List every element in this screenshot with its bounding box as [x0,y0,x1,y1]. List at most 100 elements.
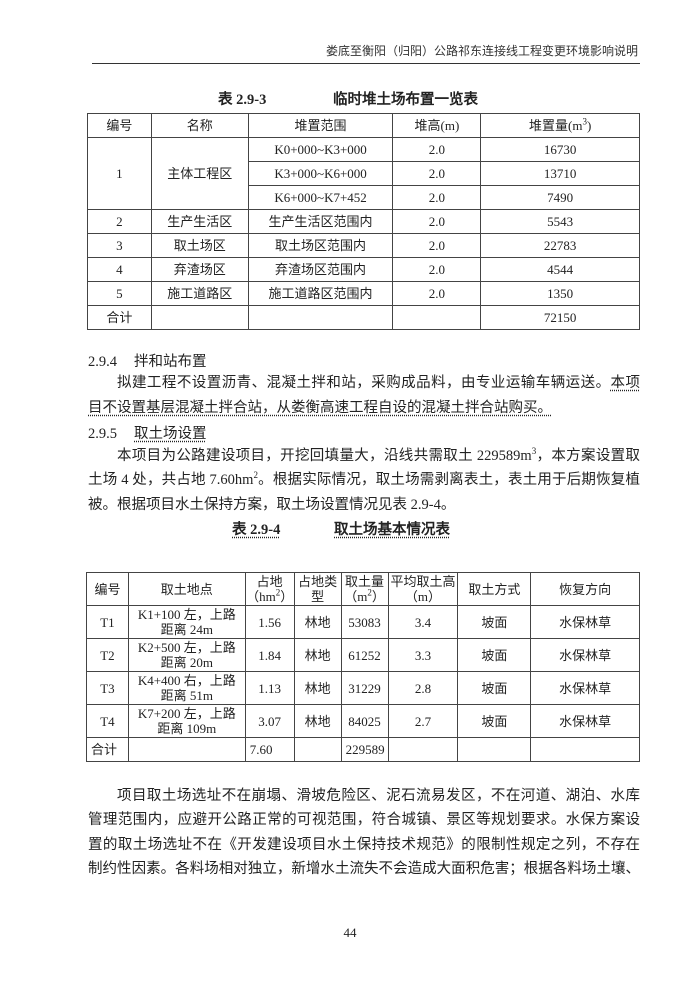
cell-id: T2 [86,638,129,672]
cell-id: 2 [87,209,152,234]
cell-total-volume: 72150 [480,305,640,330]
cell-id: 3 [87,233,152,258]
section-heading-2-9-5: 2.9.5 取土场设置 [88,426,207,442]
cell-id: T4 [86,704,129,738]
cell-height: 2.0 [392,209,482,234]
cell-id: T3 [86,671,129,705]
paragraph-line: 管理范围内，应避开公路正常的可视范围，符合城镇、景区等规划要求。水保方案设 [88,812,640,828]
cell-volume: 1350 [480,281,640,306]
col-header: 堆高(m) [392,113,482,138]
section-heading-2-9-4: 2.9.4 拌和站布置 [88,354,207,370]
cell-volume: 4544 [480,257,640,282]
col-header: 堆置量(m3) [480,113,640,138]
cell-range: K0+000~K3+000 [247,137,394,162]
table-row: T1 K1+100 左，上路 距离 24m 1.56 林地 53083 3.4 坡面 水保林草 [86,605,640,639]
paragraph-line: 制约性因素。各料场相对独立，新增水土流失不会造成大面积危害；根据各料场土壤、 [88,861,640,877]
table-header-row: 编号 名称 堆置范围 堆高(m) 堆置量(m3) [87,113,640,138]
col-header: 取土量 （m2） [340,572,389,606]
cell-restore: 水保林草 [530,638,640,672]
paragraph-line: 土场 4 处，共占地 7.60hm2。根据实际情况，取土场需剥离表土，表土用于后… [88,470,640,488]
cell-id: 5 [87,281,152,306]
table-total-row: 合计 7.60 229589 [86,737,640,762]
cell-area: 3.07 [244,704,295,738]
cell-height: 2.0 [392,281,482,306]
cell-restore: 水保林草 [530,671,640,705]
cell-avg: 3.4 [387,605,459,639]
cell-height: 2.0 [392,185,482,210]
cell-range: 取土场区范围内 [247,233,394,258]
cell-name: 弃渣场区 [150,257,249,282]
cell-method: 坡面 [457,704,532,738]
cell-range: K6+000~K7+452 [247,185,394,210]
col-header: 堆置范围 [247,113,394,138]
table2-title: 取土场基本情况表 [334,522,450,538]
col-header: 名称 [150,113,249,138]
table-row: K6+000~K7+452 2.0 7490 [88,185,640,210]
cell-total-label: 合计 [86,737,129,762]
cell-volume: 5543 [480,209,640,234]
col-header: 编号 [86,572,129,606]
paragraph-line: 被。根据项目水土保持方案，取土场设置情况见表 2.9-4。 [88,497,456,513]
cell-restore: 水保林草 [530,605,640,639]
cell-method: 坡面 [457,605,532,639]
cell-volume: 13710 [480,161,640,186]
cell-avg: 2.8 [387,671,459,705]
cell-height: 2.0 [392,137,482,162]
col-header: 占地 （hm2） [244,572,295,606]
col-header: 取土地点 [127,572,246,606]
cell-name: 生产生活区 [150,209,249,234]
cell-area: 1.13 [244,671,295,705]
cell-name: 取土场区 [150,233,249,258]
table-temp-soil-stockpile: 编号 名称 堆置范围 堆高(m) 堆置量(m3) 1 主体工程区 K0+000~… [87,113,640,330]
col-header: 平均取土高 （m） [387,572,459,606]
cell-vol: 61252 [340,638,389,672]
cell-id: T1 [86,605,129,639]
cell-total-label: 合计 [87,305,152,330]
cell-method: 坡面 [457,671,532,705]
cell-name: 施工道路区 [150,281,249,306]
table-row: K3+000~K6+000 2.0 13710 [88,161,640,186]
table-row: 3 取土场区 取土场区范围内 2.0 22783 [87,233,640,258]
cell-range: 弃渣场区范围内 [247,257,394,282]
paragraph-line: 置的取土场选址不在《开发建设项目水土保持技术规范》的限制性规定之列，不存在 [88,837,640,853]
cell-area: 1.84 [244,638,295,672]
cell-height: 2.0 [392,257,482,282]
table-row: T3 K4+400 右，上路 距离 51m 1.13 林地 31229 2.8 坡面 水保林草 [86,671,640,705]
table1-title: 临时堆土场布置一览表 [333,92,478,108]
cell-id: 4 [87,257,152,282]
paragraph-line: 项目取土场选址不在崩塌、滑坡危险区、泥石流易发区，不在河道、湖泊、水库 [117,788,640,804]
col-header: 恢复方向 [530,572,640,606]
col-header: 取土方式 [457,572,532,606]
paragraph-line: 目不设置基层混凝土拌合站，从娄衡高速工程自设的混凝土拌合站购买。 [88,400,552,416]
cell-type: 林地 [293,704,342,738]
cell-type: 林地 [293,671,342,705]
cell-volume: 7490 [480,185,640,210]
table-borrow-pit: 编号 取土地点 占地 （hm2） 占地类型 取土量 （m2） 平均取土高 （m） 取土… [86,572,640,762]
table-row: T4 K7+200 左，上路 距离 109m 3.07 林地 84025 2.7 坡面 水保林草 [86,704,640,738]
cell-loc: K1+100 左，上路 距离 24m [127,605,246,639]
col-header: 占地类型 [293,572,342,606]
cell-loc: K4+400 右，上路 距离 51m [127,671,246,705]
cell-type: 林地 [293,605,342,639]
cell-avg: 2.7 [387,704,459,738]
cell-range: 生产生活区范围内 [247,209,394,234]
cell-method: 坡面 [457,638,532,672]
table-row: T2 K2+500 左，上路 距离 20m 1.84 林地 61252 3.3 坡面 水保林草 [86,638,640,672]
page-number: 44 [343,925,357,940]
table-total-row: 合计 72150 [87,305,640,330]
cell-height: 2.0 [392,161,482,186]
cell-height: 2.0 [392,233,482,258]
table-row: 1 主体工程区 K0+000~K3+000 2.0 16730 [87,137,640,210]
cell-id: 1 [87,137,152,210]
cell-loc: K2+500 左，上路 距离 20m [127,638,246,672]
table1-number: 表 2.9-3 [218,92,267,108]
table-row: 5 施工道路区 施工道路区范围内 2.0 1350 [87,281,640,306]
paragraph-line: 拟建工程不设置沥青、混凝土拌和站，采购成品料，由专业运输车辆运送。本项 [117,375,641,391]
cell-vol: 53083 [340,605,389,639]
cell-avg: 3.3 [387,638,459,672]
paragraph-line: 本项目为公路建设项目，开挖回填量大，沿线共需取土 229589m3，本方案设置取 [117,446,641,464]
cell-total-volume: 229589 [340,737,389,762]
cell-restore: 水保林草 [530,704,640,738]
header-rule [92,63,640,64]
cell-type: 林地 [293,638,342,672]
